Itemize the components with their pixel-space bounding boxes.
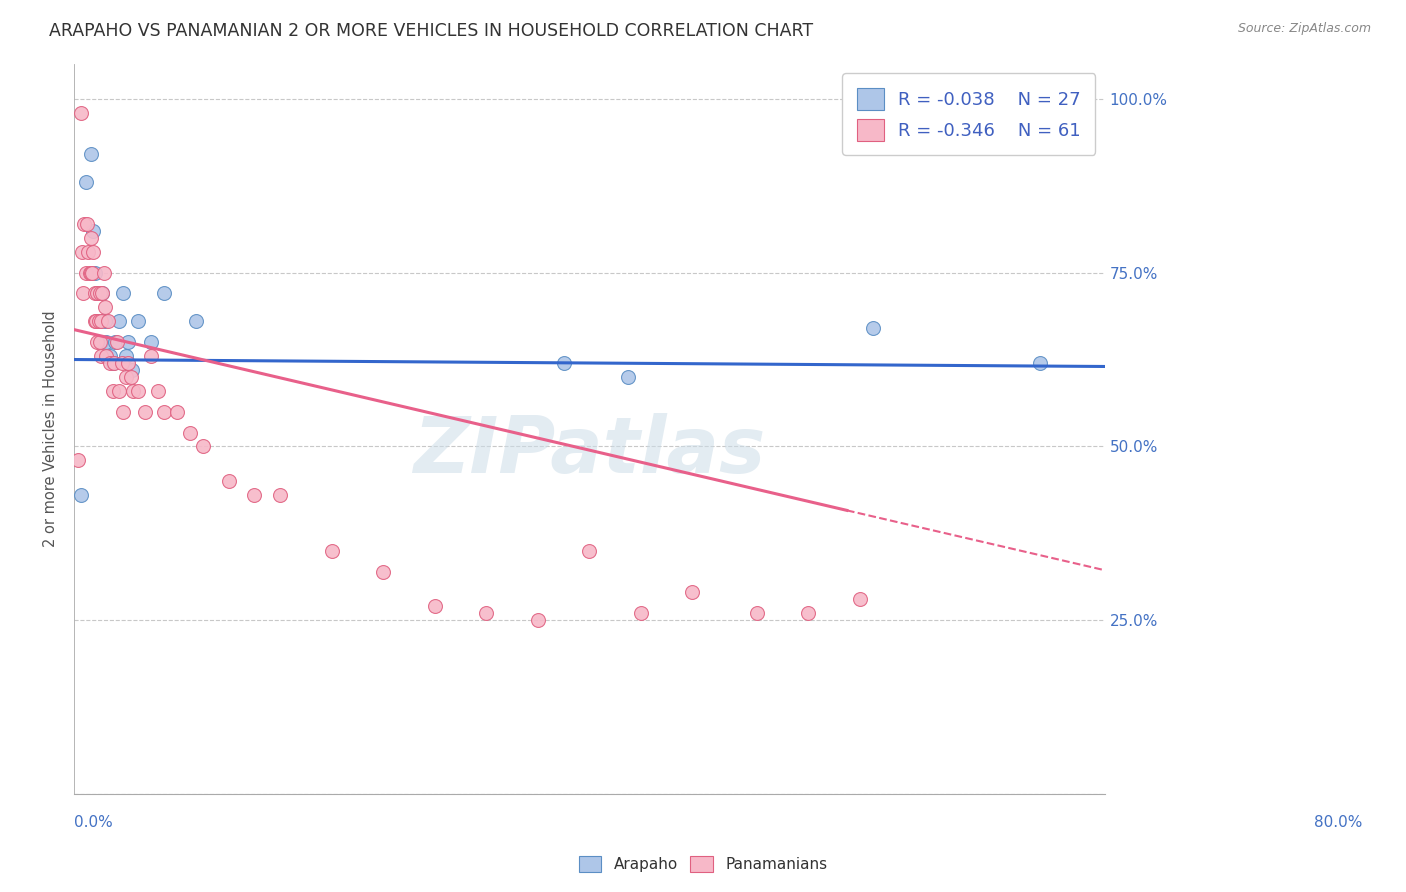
Point — [128, 384, 150, 398]
Point — [553, 356, 575, 370]
Point — [91, 286, 114, 301]
Point — [101, 384, 124, 398]
Point — [70, 244, 93, 259]
Point — [146, 384, 169, 398]
Text: Source: ZipAtlas.com: Source: ZipAtlas.com — [1237, 22, 1371, 36]
Point — [86, 335, 108, 350]
Point — [797, 607, 820, 621]
Point — [114, 370, 136, 384]
Point — [93, 266, 115, 280]
Point — [630, 607, 652, 621]
Point — [83, 286, 105, 301]
Point — [90, 349, 112, 363]
Point — [114, 349, 136, 363]
Point — [82, 224, 104, 238]
Legend: Arapaho, Panamanians: Arapaho, Panamanians — [571, 848, 835, 880]
Point — [117, 356, 139, 370]
Text: ZIPatlas: ZIPatlas — [413, 413, 765, 489]
Point — [73, 217, 96, 231]
Point — [179, 425, 201, 440]
Point — [122, 384, 145, 398]
Point — [153, 286, 176, 301]
Point — [77, 244, 100, 259]
Point — [745, 607, 768, 621]
Point — [96, 335, 118, 350]
Text: 80.0%: 80.0% — [1313, 815, 1362, 830]
Point — [108, 314, 131, 328]
Point — [66, 453, 89, 467]
Point — [423, 599, 446, 614]
Point — [681, 585, 703, 599]
Point — [578, 543, 600, 558]
Point — [141, 349, 163, 363]
Point — [75, 175, 97, 189]
Point — [153, 405, 176, 419]
Point — [80, 231, 103, 245]
Point — [69, 105, 91, 120]
Point — [87, 314, 110, 328]
Point — [86, 286, 108, 301]
Point — [76, 217, 98, 231]
Point — [69, 488, 91, 502]
Point — [80, 147, 103, 161]
Point — [166, 405, 188, 419]
Point — [103, 356, 125, 370]
Point — [94, 301, 117, 315]
Point — [91, 286, 114, 301]
Point — [849, 592, 872, 607]
Point — [86, 286, 108, 301]
Y-axis label: 2 or more Vehicles in Household: 2 or more Vehicles in Household — [44, 310, 58, 548]
Point — [108, 384, 131, 398]
Point — [141, 335, 163, 350]
Legend: R = -0.038    N = 27, R = -0.346    N = 61: R = -0.038 N = 27, R = -0.346 N = 61 — [842, 73, 1095, 155]
Point — [90, 314, 112, 328]
Point — [120, 370, 142, 384]
Point — [98, 356, 121, 370]
Point — [134, 405, 156, 419]
Point — [89, 286, 111, 301]
Point — [105, 335, 128, 350]
Point — [321, 543, 343, 558]
Point — [862, 321, 884, 335]
Point — [111, 356, 134, 370]
Point — [1029, 356, 1052, 370]
Point — [128, 314, 150, 328]
Point — [617, 370, 640, 384]
Point — [82, 244, 104, 259]
Point — [526, 613, 548, 627]
Point — [218, 474, 240, 488]
Point — [90, 335, 112, 350]
Text: ARAPAHO VS PANAMANIAN 2 OR MORE VEHICLES IN HOUSEHOLD CORRELATION CHART: ARAPAHO VS PANAMANIAN 2 OR MORE VEHICLES… — [49, 22, 813, 40]
Point — [82, 266, 104, 280]
Point — [75, 266, 97, 280]
Point — [191, 439, 214, 453]
Point — [94, 314, 117, 328]
Point — [104, 335, 127, 350]
Text: 0.0%: 0.0% — [75, 815, 112, 830]
Point — [80, 266, 103, 280]
Point — [89, 314, 111, 328]
Point — [186, 314, 208, 328]
Point — [79, 266, 101, 280]
Point — [84, 314, 107, 328]
Point — [373, 565, 395, 579]
Point — [72, 286, 94, 301]
Point — [83, 314, 105, 328]
Point — [112, 405, 135, 419]
Point — [121, 363, 143, 377]
Point — [89, 335, 111, 350]
Point — [83, 266, 105, 280]
Point — [97, 314, 120, 328]
Point — [243, 488, 266, 502]
Point — [269, 488, 291, 502]
Point — [112, 286, 135, 301]
Point — [475, 607, 498, 621]
Point — [96, 349, 118, 363]
Point — [117, 335, 139, 350]
Point — [101, 356, 124, 370]
Point — [98, 349, 121, 363]
